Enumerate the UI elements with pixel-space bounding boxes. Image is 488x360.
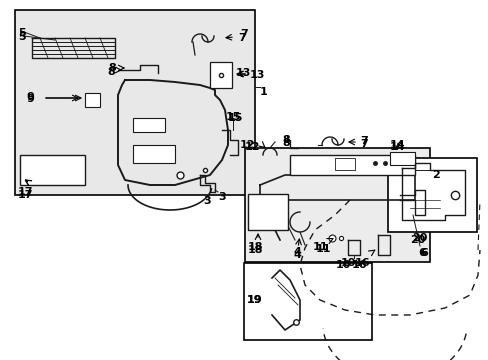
Text: 3: 3: [218, 192, 225, 202]
Bar: [244, 263, 371, 340]
Text: 16: 16: [351, 260, 366, 270]
Text: 2: 2: [431, 170, 439, 180]
Text: 8: 8: [107, 67, 115, 77]
Text: 12: 12: [244, 142, 260, 152]
Bar: [85, 93, 100, 107]
Text: 9: 9: [26, 94, 34, 104]
Text: 10: 10: [340, 258, 355, 268]
Bar: [20, 155, 85, 185]
Text: 6: 6: [417, 248, 425, 258]
Text: 19: 19: [246, 295, 262, 305]
Text: 14: 14: [389, 140, 405, 150]
Text: 19: 19: [246, 295, 262, 305]
Text: 15: 15: [225, 112, 241, 122]
Bar: [289, 155, 414, 175]
Text: 18: 18: [247, 242, 263, 252]
Text: 12: 12: [239, 140, 254, 150]
Text: 9: 9: [26, 92, 34, 102]
Text: 8: 8: [108, 63, 116, 73]
Text: 20: 20: [409, 235, 425, 245]
Text: 17: 17: [18, 190, 34, 200]
Text: 3: 3: [203, 196, 210, 206]
Text: 4: 4: [292, 250, 300, 260]
Bar: [387, 158, 476, 232]
Text: 14: 14: [389, 142, 405, 152]
Text: 10: 10: [335, 260, 350, 270]
Text: 17: 17: [18, 187, 34, 197]
Text: 11: 11: [312, 242, 328, 252]
Text: 13: 13: [249, 70, 265, 80]
Bar: [244, 148, 429, 262]
Text: 11: 11: [315, 244, 331, 254]
Text: 8: 8: [282, 135, 289, 145]
Text: 7: 7: [359, 136, 367, 146]
Bar: [247, 194, 287, 230]
Bar: [133, 145, 175, 163]
Text: 20: 20: [411, 233, 427, 243]
Text: 1: 1: [260, 87, 267, 97]
Text: 4: 4: [292, 247, 300, 257]
Bar: [334, 158, 354, 170]
Text: 7: 7: [359, 139, 367, 149]
Bar: [15, 10, 254, 195]
Bar: [389, 152, 414, 165]
Bar: [209, 62, 231, 88]
Text: 18: 18: [247, 245, 263, 255]
Text: 13: 13: [236, 68, 251, 78]
Bar: [133, 118, 164, 132]
Text: 6: 6: [419, 248, 427, 258]
Text: 5: 5: [18, 32, 25, 42]
Text: 7: 7: [240, 29, 247, 39]
Text: 15: 15: [227, 113, 243, 123]
Text: 16: 16: [354, 258, 369, 268]
Text: 5: 5: [18, 28, 25, 38]
Text: 7: 7: [238, 33, 245, 43]
Text: 8: 8: [282, 138, 289, 148]
